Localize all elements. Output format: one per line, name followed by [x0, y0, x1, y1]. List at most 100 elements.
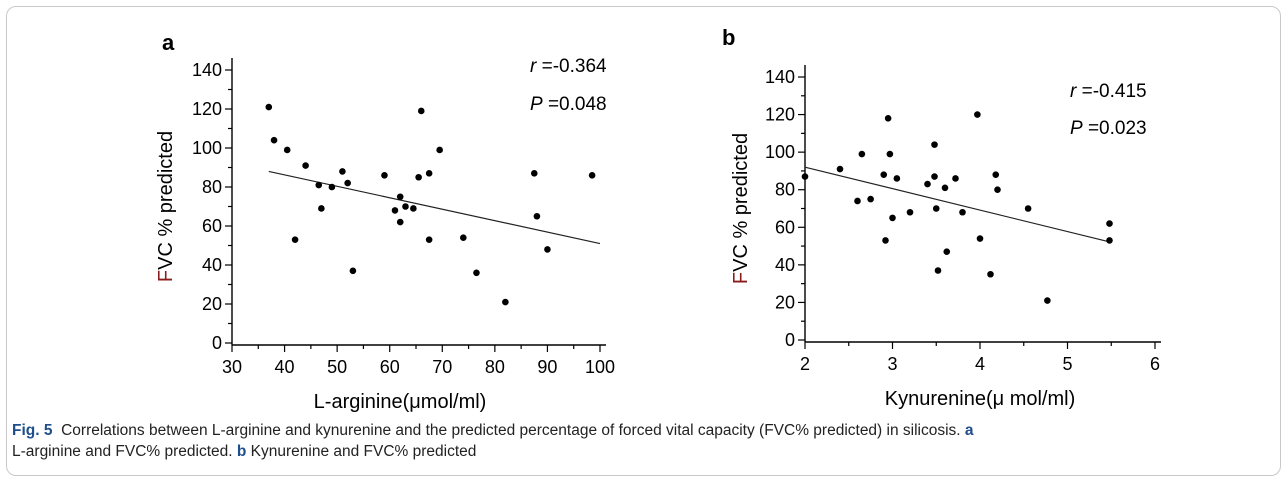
data-point-b: [1024, 205, 1032, 212]
x-tick-label-a: 70: [432, 357, 452, 377]
data-point-a: [302, 162, 309, 169]
x-axis-label-a: L-arginine(μmol/ml): [314, 391, 487, 413]
y-tick-label-b: 80: [775, 180, 795, 200]
data-point-b: [858, 150, 866, 158]
data-point-b: [882, 237, 889, 244]
data-point-a: [396, 193, 404, 201]
data-point-b: [836, 165, 844, 173]
figure-caption: Fig. 5 Correlations between L-arginine a…: [12, 420, 1272, 462]
x-tick-label-b: 4: [975, 354, 985, 374]
y-tick-label-a: 0: [212, 333, 222, 353]
data-point-b: [952, 175, 959, 182]
x-tick-label-a: 30: [222, 357, 242, 377]
data-point-b: [987, 270, 994, 278]
y-tick-label-b: 40: [775, 255, 795, 275]
y-tick-label-b: 0: [785, 330, 795, 350]
y-axis-label-b: FVC % predicted: [730, 133, 752, 284]
data-point-b: [992, 171, 1000, 178]
y-tick-label-a: 20: [202, 294, 222, 314]
data-point-a: [402, 203, 409, 210]
x-tick-label-b: 3: [887, 354, 897, 374]
data-point-b: [1044, 297, 1051, 304]
data-point-a: [530, 170, 538, 177]
chart-a: a 0 20 40 60 80 100 120 140 30 40 50 60 70 80 90 100 L-ar…: [155, 30, 615, 413]
data-point-b: [974, 111, 981, 118]
y-tick-label-a: 60: [202, 216, 222, 236]
x-tick-label-a: 100: [585, 357, 615, 377]
stat-p-b: P =0.023: [1070, 118, 1147, 139]
stat-r-a: r =-0.364: [530, 56, 607, 77]
stat-r-b: r =-0.415: [1070, 81, 1147, 102]
x-tick-label-a: 60: [380, 357, 400, 377]
data-point-b: [934, 267, 942, 274]
y-tick-label-b: 20: [775, 292, 795, 312]
data-point-a: [270, 136, 278, 144]
data-point-b: [880, 171, 888, 178]
data-point-a: [265, 103, 273, 111]
data-point-b: [976, 235, 984, 242]
y-tick-label-b: 60: [775, 217, 795, 237]
trendline-a: [268, 170, 601, 245]
data-point-a: [502, 298, 509, 306]
caption-label-a: a: [964, 422, 974, 439]
caption-label-b: b: [236, 443, 247, 460]
data-point-a: [391, 207, 399, 214]
x-tick-label-a: 40: [275, 357, 295, 377]
data-point-b: [931, 141, 938, 148]
data-point-a: [339, 168, 346, 175]
trendline-b: [804, 166, 1112, 243]
data-point-a: [344, 179, 351, 187]
x-tick-label-a: 90: [537, 357, 557, 377]
panel-letter-b: b: [722, 25, 735, 50]
data-point-b: [941, 184, 949, 192]
x-tick-label-b: 2: [800, 354, 810, 374]
data-point-b: [801, 173, 809, 180]
caption-text-2: L-arginine and FVC% predicted.: [12, 443, 233, 460]
data-point-b: [994, 186, 1001, 194]
y-tick-label-a: 120: [192, 99, 222, 119]
data-point-b: [854, 197, 861, 205]
data-point-b: [867, 195, 874, 203]
data-point-a: [291, 236, 299, 243]
data-point-b: [959, 208, 966, 216]
x-axis-label-b: Kynurenine(μ mol/ml): [885, 388, 1075, 410]
data-point-b: [1106, 237, 1113, 244]
data-point-b: [924, 180, 931, 188]
data-point-b: [893, 175, 901, 182]
data-point-a: [425, 236, 433, 243]
x-tick-label-a: 80: [485, 357, 505, 377]
y-tick-label-b: 100: [765, 142, 795, 162]
data-point-b: [886, 150, 894, 158]
figure-frame: [6, 6, 1281, 476]
data-point-b: [932, 205, 940, 212]
data-point-a: [396, 218, 404, 226]
data-point-b: [906, 208, 914, 216]
y-tick-label-a: 100: [192, 138, 222, 158]
caption-text-3: Kynurenine and FVC% predicted: [250, 443, 477, 460]
data-point-b: [931, 173, 938, 180]
x-tick-label-a: 50: [327, 357, 347, 377]
data-point-b: [889, 214, 896, 222]
y-axis-label-a: FVC % predicted: [155, 131, 177, 282]
x-tick-label-b: 6: [1150, 354, 1160, 374]
y-tick-label-a: 140: [192, 60, 222, 80]
data-point-b: [1106, 220, 1113, 227]
data-point-a: [328, 183, 336, 191]
data-point-a: [417, 107, 425, 115]
y-tick-label-b: 140: [765, 67, 795, 87]
y-tick-label-a: 80: [202, 177, 222, 197]
y-tick-label-a: 40: [202, 255, 222, 275]
data-point-a: [410, 205, 417, 212]
data-point-a: [349, 267, 357, 275]
data-point-b: [884, 115, 892, 122]
data-point-a: [436, 146, 443, 154]
x-tick-label-b: 5: [1062, 354, 1072, 374]
data-point-a: [460, 234, 467, 241]
data-point-a: [425, 170, 433, 177]
chart-b: b 0 20 40 60 80 100 120 140 2 3 4 5 6 Kynurenine(μ mol…: [722, 25, 1161, 410]
stat-p-a: P =0.048: [530, 94, 607, 115]
panel-letter-a: a: [162, 30, 175, 55]
data-point-a: [318, 205, 325, 212]
data-point-a: [588, 172, 596, 179]
data-point-a: [544, 246, 551, 253]
